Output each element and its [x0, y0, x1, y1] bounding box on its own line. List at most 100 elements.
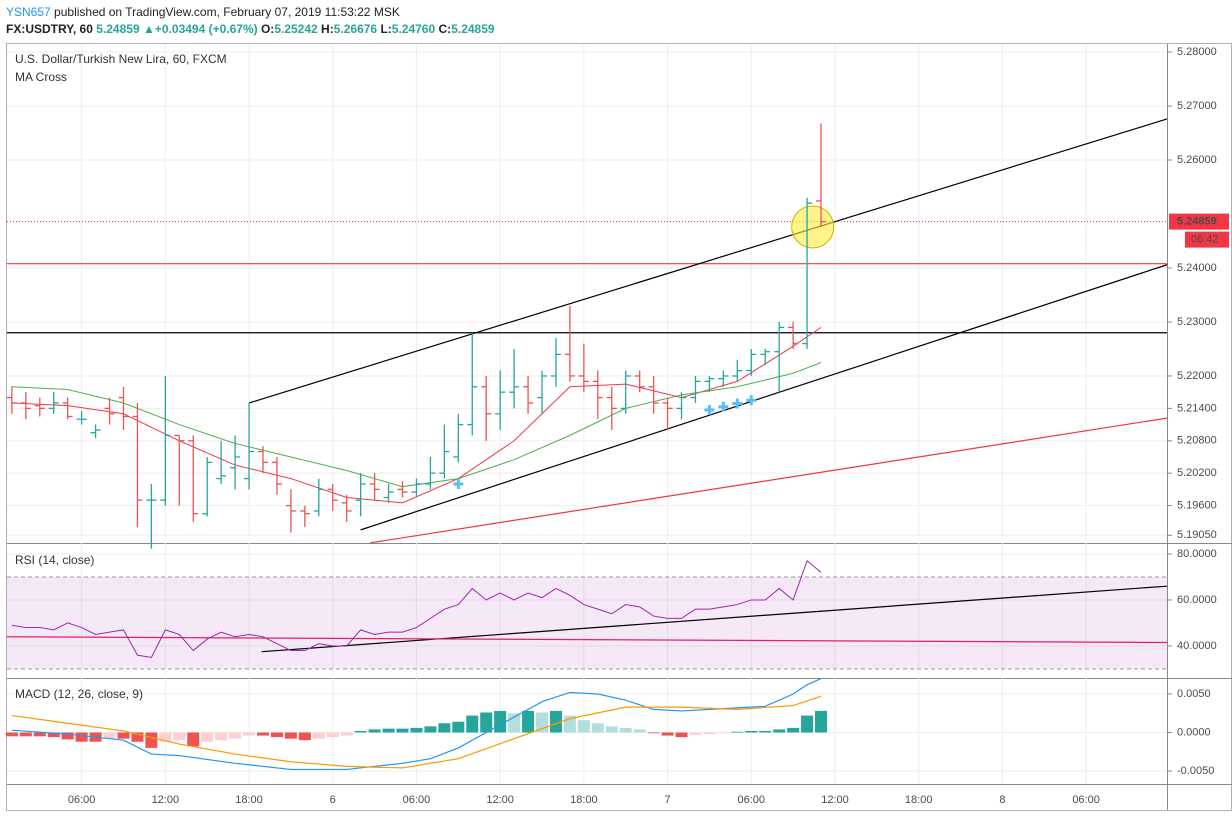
- y-tick-label: -0.0050: [1177, 765, 1214, 777]
- macd-histogram-bar: [633, 729, 646, 733]
- macd-histogram-bar: [159, 732, 172, 742]
- last-price-box: [1169, 213, 1229, 230]
- rsi-band: [7, 576, 1167, 669]
- macd-histogram-bar: [131, 732, 144, 742]
- macd-histogram-bar: [522, 710, 535, 733]
- trend-line: [370, 417, 1168, 544]
- pane-subtitle: MA Cross: [15, 70, 67, 84]
- macd-histogram-bar: [33, 732, 46, 737]
- user[interactable]: YSN657: [6, 5, 51, 19]
- macd-histogram-bar: [787, 727, 800, 733]
- macd-histogram-bar: [201, 732, 214, 742]
- low: 5.24760: [391, 22, 436, 36]
- macd-histogram-bar: [103, 732, 116, 739]
- countdown-box: [1185, 231, 1229, 248]
- high: 5.26676: [333, 22, 378, 36]
- macd-histogram-bar: [480, 712, 493, 733]
- trend-line: [261, 585, 1168, 653]
- macd-histogram-bar: [187, 732, 200, 747]
- x-tick-label: 06:00: [68, 794, 96, 806]
- x-tick-label: 8: [999, 794, 1005, 806]
- macd-histogram-bar: [759, 730, 772, 733]
- publish-line: YSN657 published on TradingView.com, Feb…: [6, 5, 400, 19]
- macd-line: [11, 678, 822, 771]
- macd-histogram-bar: [675, 732, 688, 738]
- macd-histogram-bar: [745, 730, 758, 733]
- macd-histogram-bar: [215, 732, 228, 741]
- y-tick-label: 5.23000: [1177, 316, 1217, 328]
- macd-histogram-bar: [382, 728, 395, 733]
- x-tick-label: 18:00: [235, 794, 263, 806]
- macd-histogram-bar: [717, 732, 730, 734]
- macd-histogram-bar: [494, 710, 507, 733]
- trend-line: [6, 636, 1168, 644]
- macd-histogram-bar: [5, 732, 18, 737]
- macd-histogram-bar: [326, 732, 339, 738]
- plot-layer: 06:00 12:00 18:00 6 06:00 12:00 18:00 7 06:00 12:…: [5, 44, 1229, 806]
- macd-histogram-bar: [47, 732, 60, 738]
- macd-histogram-bar: [312, 732, 325, 739]
- macd-histogram-bar: [173, 732, 186, 741]
- macd-histogram-bar: [703, 732, 716, 735]
- macd-histogram-bar: [815, 710, 828, 733]
- highlight-circle: [791, 205, 835, 249]
- symbol: FX:USDTRY, 60: [6, 22, 93, 36]
- y-tick-label: 5.19600: [1177, 499, 1217, 511]
- macd-histogram-bar: [605, 726, 618, 733]
- macd-histogram-bar: [368, 729, 381, 733]
- macd-histogram-bar: [508, 713, 521, 733]
- countdown-label: 06:42: [1191, 234, 1219, 246]
- macd-histogram-bar: [466, 715, 479, 733]
- l-label: L:: [380, 22, 392, 36]
- cross-marker: [746, 395, 757, 406]
- y-tick-label: 40.0000: [1177, 640, 1217, 652]
- x-tick-label: 12:00: [486, 794, 514, 806]
- y-tick-label: 80.0000: [1177, 548, 1217, 560]
- y-tick-label: 5.20800: [1177, 435, 1217, 447]
- cross-marker: [718, 401, 729, 412]
- y-tick-label: 0.0050: [1177, 688, 1211, 700]
- macd-histogram-bar: [396, 728, 409, 733]
- macd-histogram-bar: [284, 732, 297, 739]
- quote-line: FX:USDTRY, 60 5.24859 ▲+0.03494 (+0.67%)…: [6, 22, 495, 36]
- x-tick-label: 12:00: [821, 794, 849, 806]
- macd-histogram-bar: [549, 710, 562, 733]
- y-tick-label: 5.26000: [1177, 154, 1217, 166]
- macd-histogram-bar: [536, 712, 549, 733]
- trend-line: [360, 264, 1168, 531]
- x-tick-label: 06:00: [738, 794, 766, 806]
- last-price-label: 5.24859: [1177, 216, 1217, 228]
- macd-histogram-bar: [452, 721, 465, 733]
- open: 5.25242: [274, 22, 318, 36]
- pane-title: RSI (14, close): [15, 553, 94, 567]
- x-tick-label: 06:00: [403, 794, 431, 806]
- y-tick-label: 5.20200: [1177, 467, 1217, 479]
- macd-histogram-bar: [229, 732, 242, 739]
- h-label: H:: [321, 22, 334, 36]
- macd-histogram-bar: [75, 732, 88, 742]
- macd-histogram-bar: [340, 732, 353, 736]
- published: published on TradingView.com, February 0…: [54, 5, 400, 19]
- macd-histogram-bar: [661, 732, 674, 736]
- macd-histogram-bar: [773, 729, 786, 733]
- cross-marker: [453, 478, 464, 489]
- macd-histogram-bar: [619, 727, 632, 733]
- y-tick-label: 5.24000: [1177, 262, 1217, 274]
- y-tick-label: 5.19050: [1177, 529, 1217, 541]
- x-tick-label: 12:00: [152, 794, 180, 806]
- c-label: C:: [438, 22, 452, 36]
- macd-histogram-bar: [19, 732, 32, 737]
- x-tick-label: 06:00: [1072, 794, 1100, 806]
- macd-histogram-bar: [145, 732, 158, 748]
- macd-histogram-bar: [424, 726, 437, 733]
- macd-histogram-bar: [298, 732, 311, 741]
- macd-histogram-bar: [591, 723, 604, 733]
- price: 5.24859: [96, 22, 140, 36]
- x-tick-label: 6: [330, 794, 336, 806]
- macd-histogram-bar: [354, 730, 367, 733]
- macd-histogram-bar: [270, 732, 283, 738]
- macd-histogram-bar: [61, 732, 74, 740]
- o-label: O:: [260, 22, 275, 36]
- macd-histogram-bar: [117, 732, 130, 739]
